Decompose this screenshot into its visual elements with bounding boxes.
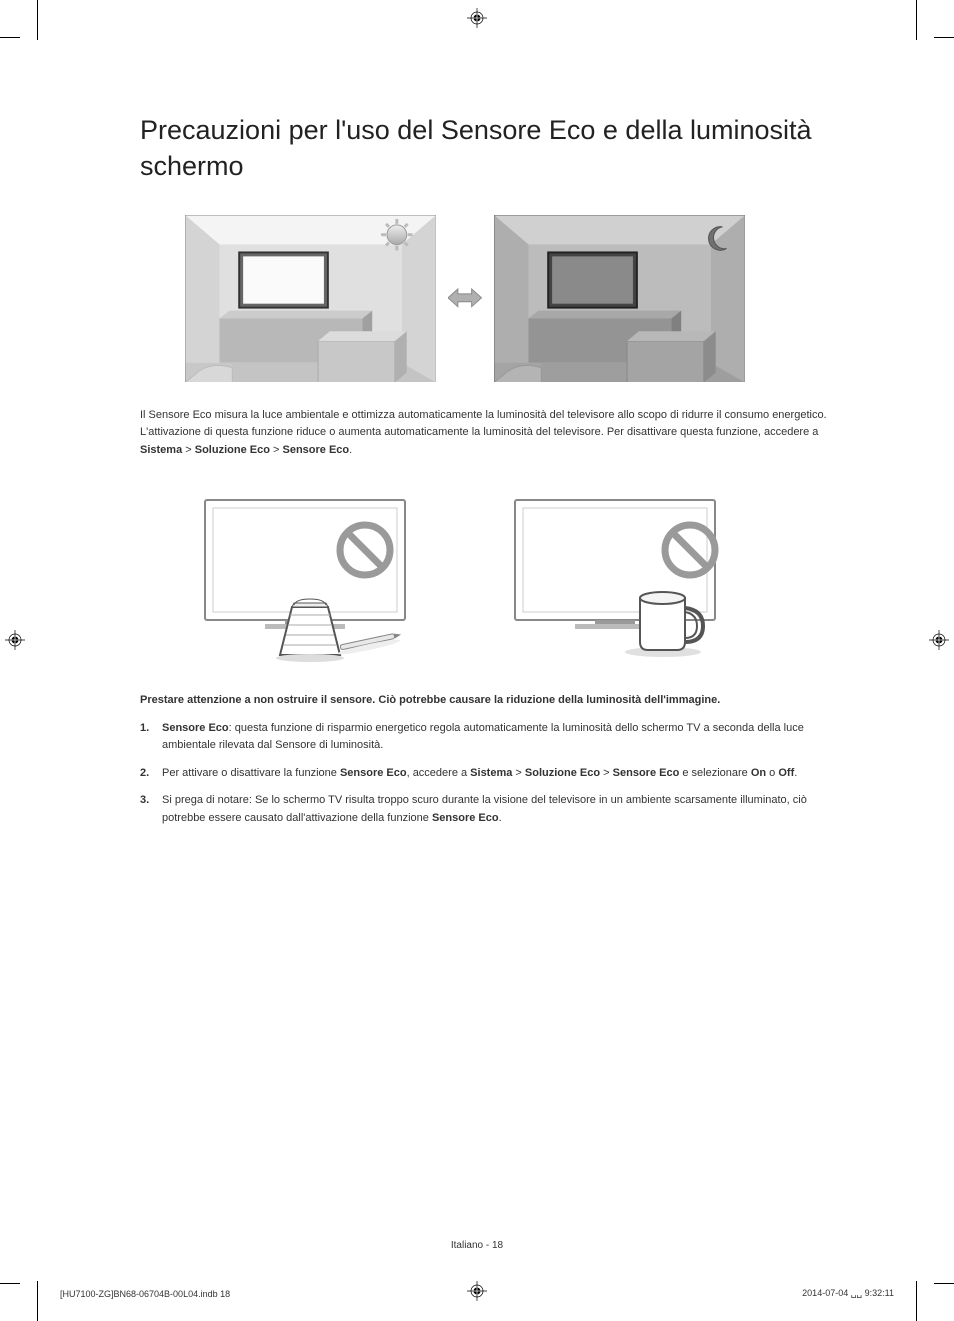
crop-mark — [0, 37, 20, 38]
crop-mark — [37, 0, 38, 40]
crop-mark — [37, 1281, 38, 1321]
registration-mark-icon — [467, 1281, 487, 1301]
crop-mark — [916, 0, 917, 40]
footer-filename: [HU7100-ZG]BN68-06704B-00L04.indb 18 — [60, 1289, 230, 1299]
intro-path-2: Soluzione Eco — [195, 444, 270, 456]
page-number: Italiano - 18 — [451, 1240, 503, 1251]
registration-mark-icon — [5, 630, 25, 650]
crop-mark — [916, 1281, 917, 1321]
instruction-item-3: 3. Si prega di notare: Se lo schermo TV … — [140, 792, 840, 827]
room-comparison-illustration — [185, 215, 745, 385]
sensor-warning-text: Prestare attenzione a non ostruire il se… — [140, 694, 840, 706]
intro-path-1: Sistema — [140, 444, 182, 456]
intro-path-3: Sensore Eco — [282, 444, 349, 456]
footer-timestamp: 2014-07-04 ␣␣ 9:32:11 — [802, 1288, 894, 1299]
sensor-blocked-mug-panel — [495, 490, 745, 670]
registration-mark-icon — [467, 8, 487, 28]
page-title: Precauzioni per l'uso del Sensore Eco e … — [140, 112, 840, 185]
instruction-list: 1. Sensore Eco: questa funzione di rispa… — [140, 720, 840, 828]
intro-paragraph: Il Sensore Eco misura la luce ambientale… — [140, 407, 840, 460]
instruction-item-2: 2. Per attivare o disattivare la funzion… — [140, 765, 840, 783]
double-arrow-icon — [448, 286, 482, 315]
crop-mark — [934, 37, 954, 38]
registration-mark-icon — [929, 630, 949, 650]
sensor-blocked-calendar-panel — [185, 490, 435, 670]
crop-mark — [0, 1283, 20, 1284]
room-daytime-panel — [185, 215, 436, 385]
sensor-obstruction-illustration — [185, 490, 745, 670]
page-content: Precauzioni per l'uso del Sensore Eco e … — [140, 112, 840, 838]
intro-text-start: Il Sensore Eco misura la luce ambientale… — [140, 409, 827, 439]
room-night-panel — [494, 215, 745, 385]
instruction-item-1: 1. Sensore Eco: questa funzione di rispa… — [140, 720, 840, 755]
crop-mark — [934, 1283, 954, 1284]
